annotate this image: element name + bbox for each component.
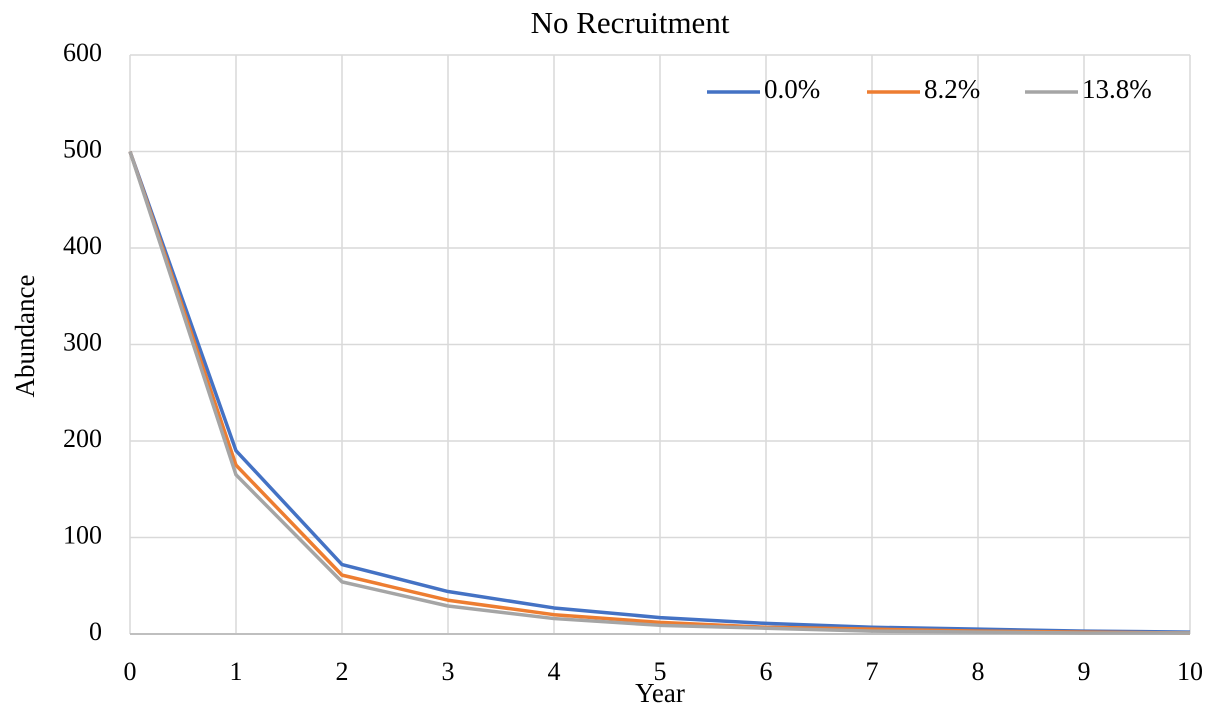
x-tick-label: 0 [124,657,137,686]
y-tick-label: 200 [63,424,102,453]
y-tick-label: 600 [63,38,102,67]
legend-label: 0.0% [764,74,820,104]
y-tick-label: 100 [63,520,102,549]
series-line [128,150,1190,635]
x-tick-label: 7 [866,657,879,686]
legend-label: 8.2% [924,74,980,104]
x-tick-label: 3 [442,657,455,686]
x-tick-label: 2 [336,657,349,686]
legend-label: 13.8% [1082,74,1152,104]
x-tick-label: 10 [1177,657,1203,686]
y-axis-label: Abundance [10,275,40,398]
x-tick-label: 4 [548,657,561,686]
x-tick-label: 6 [760,657,773,686]
y-tick-label: 0 [89,617,102,646]
x-tick-label: 1 [230,657,243,686]
y-tick-label: 300 [63,327,102,356]
y-tick-label: 400 [63,231,102,260]
x-tick-label: 8 [972,657,985,686]
chart-title: No Recruitment [531,5,730,40]
x-tick-label: 9 [1078,657,1091,686]
x-axis-label: Year [635,678,685,708]
y-tick-label: 500 [63,134,102,163]
x-tick-label: 5 [654,657,667,686]
